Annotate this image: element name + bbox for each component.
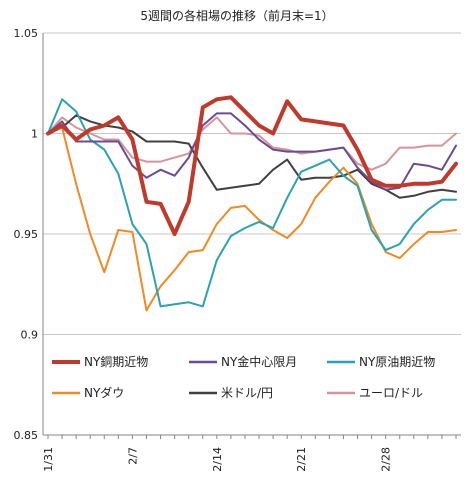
x-tick-label: 2/14 xyxy=(211,447,224,472)
series-line xyxy=(47,112,457,191)
gridlines xyxy=(43,32,461,436)
x-tick-label: 2/28 xyxy=(380,447,393,472)
legend-label: 米ドル/円 xyxy=(221,386,273,400)
y-tick-label: 0.95 xyxy=(14,228,39,241)
legend: NY銅期近物 NY金中心限月 NY原油期近物 NYダウ 米ドル/円 ユーロ/ドル xyxy=(52,354,435,400)
y-tick-label: 1.05 xyxy=(14,27,39,40)
legend-label: ユーロ/ドル xyxy=(359,386,423,400)
series-lines xyxy=(46,95,458,312)
axes xyxy=(42,33,461,439)
legend-label: NY原油期近物 xyxy=(359,355,435,369)
legend-label: NY銅期近物 xyxy=(84,355,148,369)
series-line xyxy=(47,116,457,171)
y-tick-label: 0.85 xyxy=(14,429,39,442)
series-line xyxy=(46,95,458,236)
chart-title: 5週間の各相場の推移（前月末=1） xyxy=(140,8,333,23)
x-tick-label: 1/31 xyxy=(42,447,55,472)
legend-label: NY金中心限月 xyxy=(221,354,297,369)
y-tick-label: 1 xyxy=(31,128,38,141)
legend-label: NYダウ xyxy=(84,385,124,400)
series-line xyxy=(47,114,457,199)
y-tick-labels: 0.85 0.9 0.95 1 1.05 xyxy=(14,27,39,442)
series-line xyxy=(47,98,457,308)
series-line xyxy=(47,126,457,312)
x-tick-labels: 1/31 2/7 2/14 2/21 2/28 xyxy=(42,447,393,472)
y-tick-label: 0.9 xyxy=(21,329,39,342)
x-tick-label: 2/21 xyxy=(295,447,308,472)
x-tick-label: 2/7 xyxy=(126,447,139,465)
